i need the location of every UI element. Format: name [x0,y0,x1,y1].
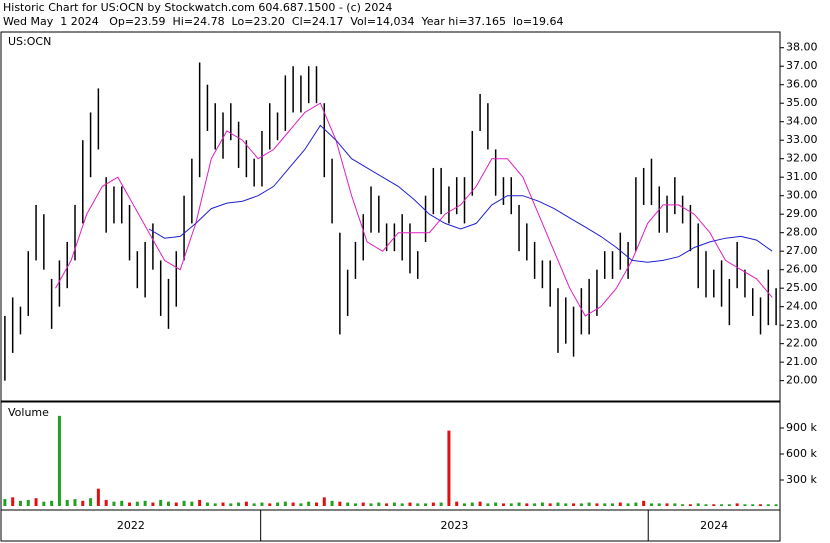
y-tick-label: 36.00 [786,78,818,91]
y-tick-label: 30.00 [786,189,818,202]
volume-label: Volume [8,406,49,419]
year-label: 2024 [700,519,728,532]
year-label: 2022 [117,519,145,532]
price-panel [0,31,781,402]
y-tick-label: 33.00 [786,133,818,146]
chart-subtitle: Wed May 1 2024 Op=23.59 Hi=24.78 Lo=23.2… [3,15,564,28]
y-tick-label: 21.00 [786,355,818,368]
y-tick-label: 38.00 [786,41,818,54]
moving-average [55,102,773,317]
y-tick-label: 23.00 [786,318,818,331]
year-label: 2023 [440,519,468,532]
y-tick-label: 24.00 [786,300,818,313]
chart-title: Historic Chart for US:OCN by Stockwatch.… [3,1,392,14]
y-tick-label: 31.00 [786,170,818,183]
y-tick-label: 26.00 [786,263,818,276]
y-tick-label: 22.00 [786,337,818,350]
legend-label: US:OCN [8,35,51,48]
y-tick-label: 35.00 [786,96,818,109]
y-tick-label: 20.00 [786,374,818,387]
volume-tick-label: 300 k [786,473,817,486]
y-tick-label: 37.00 [786,59,818,72]
volume-tick-label: 600 k [786,447,817,460]
date-axis-panel [0,509,781,542]
moving-average [148,124,773,263]
y-tick-label: 28.00 [786,226,818,239]
y-tick-label: 34.00 [786,115,818,128]
y-tick-label: 32.00 [786,152,818,165]
y-tick-label: 29.00 [786,207,818,220]
y-tick-label: 27.00 [786,244,818,257]
volume-tick-label: 900 k [786,421,817,434]
y-tick-label: 25.00 [786,281,818,294]
